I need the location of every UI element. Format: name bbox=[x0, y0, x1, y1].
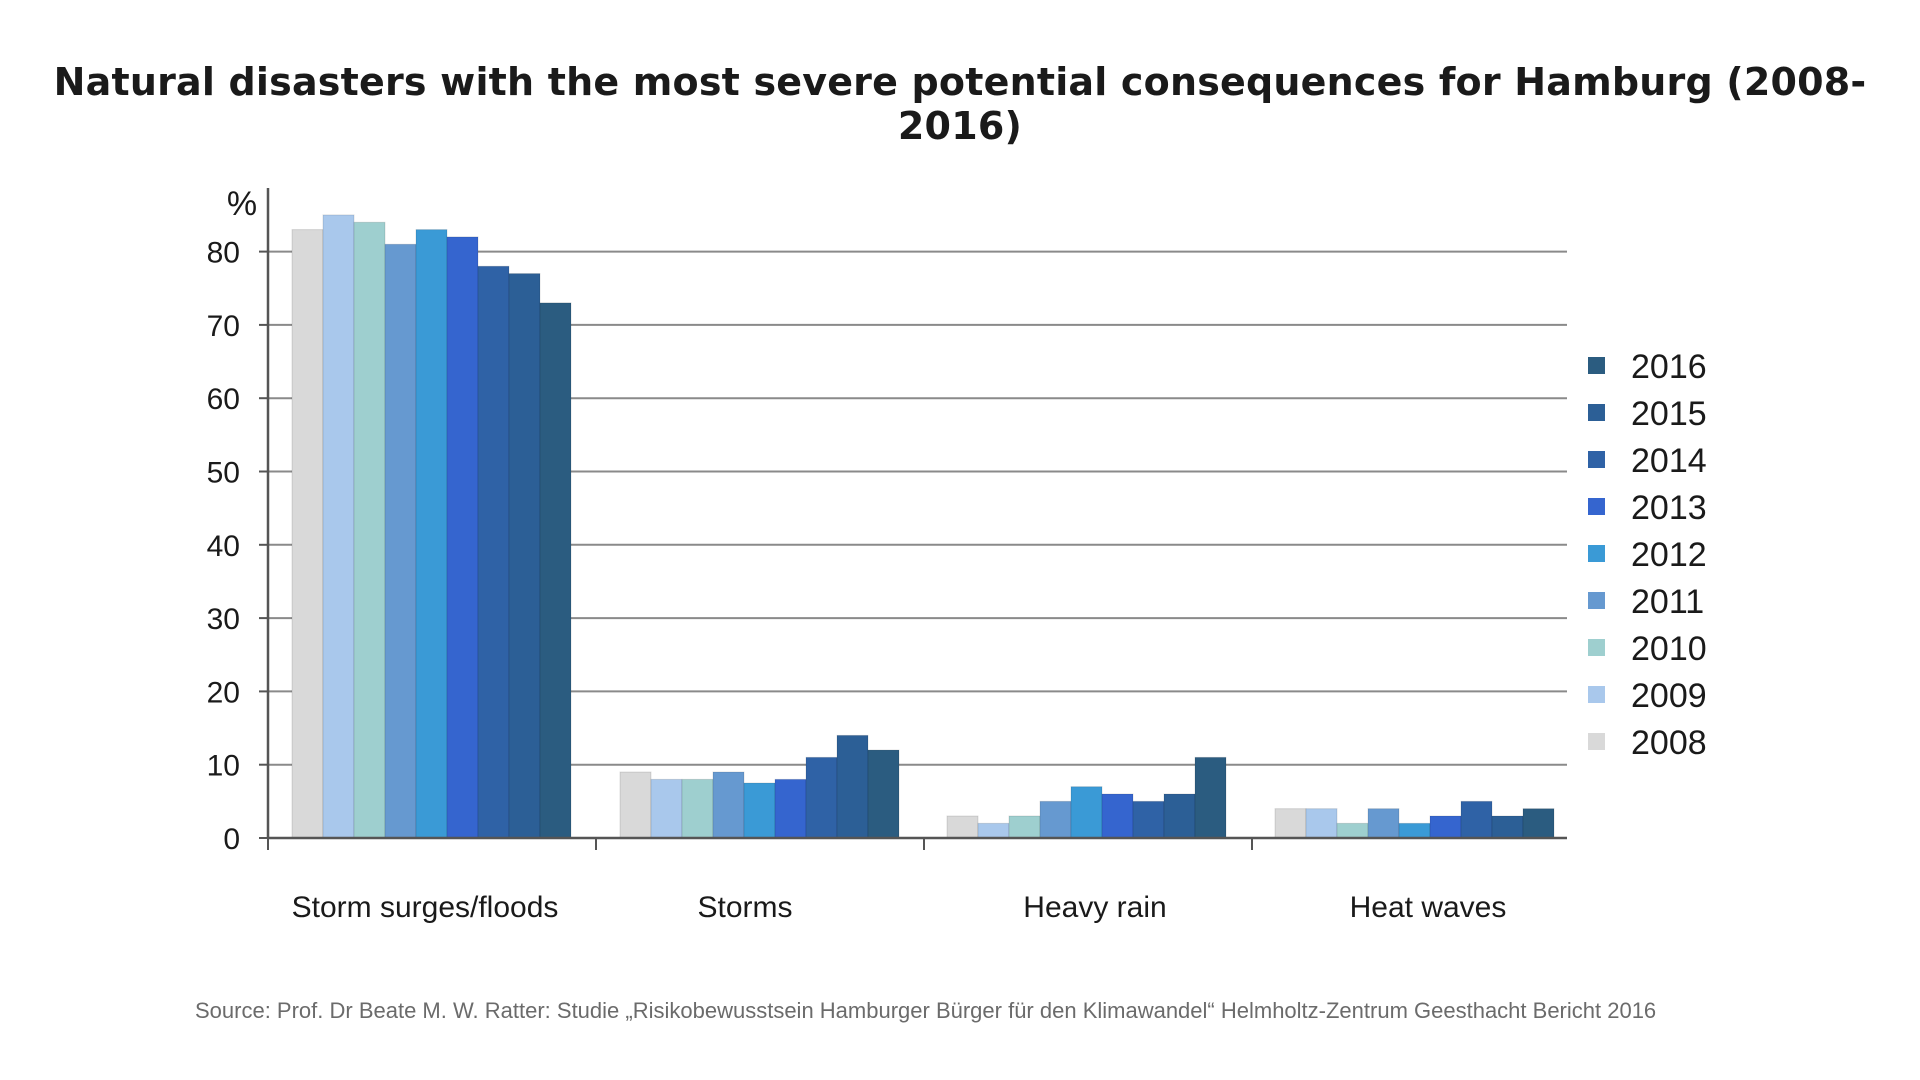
bar-2011 bbox=[1367, 808, 1400, 839]
y-tick-label: 80 bbox=[207, 237, 240, 270]
legend-swatch-2008 bbox=[1588, 733, 1605, 750]
y-tick-label: 20 bbox=[207, 676, 240, 709]
bar-2009 bbox=[322, 214, 355, 839]
legend-label: 2014 bbox=[1631, 442, 1707, 480]
category-label: Heat waves bbox=[1350, 891, 1507, 924]
legend-label: 2008 bbox=[1631, 724, 1707, 762]
axes: 0 10 20 30 40 50 60 70 80% Storm surges/floods Sto… bbox=[207, 185, 1567, 924]
legend-label: 2011 bbox=[1631, 583, 1704, 621]
legend-label: 2010 bbox=[1631, 630, 1707, 668]
bar-2011 bbox=[712, 771, 745, 839]
legend-swatch-2014 bbox=[1588, 451, 1605, 468]
legend-label: 2013 bbox=[1631, 489, 1707, 527]
bar-2010 bbox=[353, 221, 386, 839]
y-tick-label: 40 bbox=[207, 530, 240, 563]
legend-swatch-2012 bbox=[1588, 545, 1605, 562]
legend-swatch-2016 bbox=[1588, 357, 1605, 374]
legend-label: 2016 bbox=[1631, 348, 1707, 386]
bar-2015 bbox=[508, 273, 541, 839]
bar-2009 bbox=[977, 822, 1010, 839]
bar-2012 bbox=[1070, 786, 1103, 839]
y-axis-unit-label: % bbox=[227, 185, 257, 223]
legend-swatch-2013 bbox=[1588, 498, 1605, 515]
legend-label: 2009 bbox=[1631, 677, 1707, 715]
bar-2013 bbox=[446, 236, 479, 839]
bar-2008 bbox=[946, 815, 979, 839]
chart-title: Natural disasters with the most severe p… bbox=[53, 60, 1867, 148]
bar-2016 bbox=[1522, 808, 1555, 839]
legend-swatch-2009 bbox=[1588, 686, 1605, 703]
bar-2009 bbox=[1305, 808, 1338, 839]
bar-2012 bbox=[415, 229, 448, 839]
y-tick-label: 30 bbox=[207, 603, 240, 636]
bar-2013 bbox=[1101, 793, 1134, 839]
bar-2015 bbox=[1491, 815, 1524, 839]
bars bbox=[291, 214, 1555, 839]
bar-2010 bbox=[1008, 815, 1041, 839]
legend: 2016 2015 2014 2013 2012 2011 2010 2009 2008 bbox=[1588, 348, 1707, 762]
y-tick-label: 0 bbox=[223, 823, 240, 856]
bar-2008 bbox=[291, 229, 324, 839]
legend-swatch-2011 bbox=[1588, 592, 1605, 609]
bar-2013 bbox=[774, 778, 807, 839]
bar-2012 bbox=[1398, 822, 1431, 839]
category-label: Storm surges/floods bbox=[292, 891, 559, 924]
category-label: Storms bbox=[697, 891, 792, 924]
y-tick-label: 50 bbox=[207, 457, 240, 490]
category-label: Heavy rain bbox=[1023, 891, 1166, 924]
y-tick-label: 60 bbox=[207, 383, 240, 416]
legend-swatch-2010 bbox=[1588, 639, 1605, 656]
legend-label: 2012 bbox=[1631, 536, 1707, 574]
bar-2010 bbox=[681, 778, 714, 839]
bar-2008 bbox=[1274, 808, 1307, 839]
bar-2016 bbox=[539, 302, 572, 839]
bar-2015 bbox=[1163, 793, 1196, 839]
bar-2011 bbox=[384, 243, 417, 839]
y-tick-label: 10 bbox=[207, 750, 240, 783]
bar-2011 bbox=[1039, 800, 1072, 839]
y-tick-label: 70 bbox=[207, 310, 240, 343]
legend-label: 2015 bbox=[1631, 395, 1707, 433]
bar-2014 bbox=[477, 265, 510, 839]
bar-2012 bbox=[743, 782, 776, 839]
bar-2014 bbox=[1132, 800, 1165, 839]
bar-2015 bbox=[836, 734, 869, 839]
bar-2010 bbox=[1336, 822, 1369, 839]
bar-2008 bbox=[619, 771, 652, 839]
bar-2014 bbox=[805, 756, 838, 839]
bar-2016 bbox=[1194, 756, 1227, 839]
bar-2013 bbox=[1429, 815, 1462, 839]
source-note: Source: Prof. Dr Beate M. W. Ratter: Stu… bbox=[195, 998, 1657, 1023]
legend-swatch-2015 bbox=[1588, 404, 1605, 421]
bar-2009 bbox=[650, 778, 683, 839]
bar-2014 bbox=[1460, 800, 1493, 839]
bar-2016 bbox=[867, 749, 900, 839]
